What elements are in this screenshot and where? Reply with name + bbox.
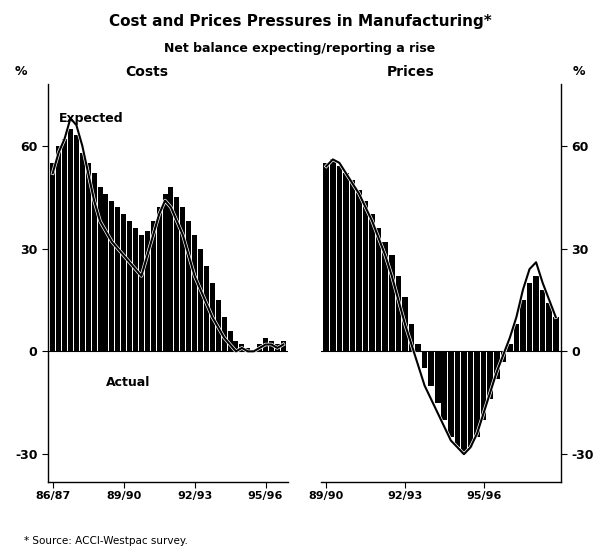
Bar <box>527 283 532 351</box>
Bar <box>210 283 215 351</box>
Bar <box>98 187 103 351</box>
Bar <box>163 194 167 351</box>
Bar <box>350 180 355 351</box>
Bar <box>62 139 67 351</box>
Bar <box>80 152 85 351</box>
Bar <box>281 341 286 351</box>
Bar <box>50 163 55 351</box>
Bar <box>204 265 209 351</box>
Bar <box>356 190 362 351</box>
Text: Expected: Expected <box>59 111 123 125</box>
Bar <box>428 351 434 386</box>
Bar <box>145 231 150 351</box>
Bar <box>442 351 447 420</box>
Text: * Source: ACCI-Westpac survey.: * Source: ACCI-Westpac survey. <box>24 536 188 546</box>
Bar <box>103 194 109 351</box>
Bar <box>56 146 61 351</box>
Bar <box>121 214 126 351</box>
Bar <box>494 351 500 379</box>
Bar <box>175 197 179 351</box>
Bar <box>468 351 473 447</box>
Text: Cost and Prices Pressures in Manufacturing*: Cost and Prices Pressures in Manufacturi… <box>109 14 491 29</box>
Bar <box>151 221 156 351</box>
Bar <box>239 344 244 351</box>
Bar <box>547 304 552 351</box>
Bar <box>109 200 115 351</box>
Bar <box>553 317 559 351</box>
Bar <box>500 351 506 362</box>
Bar <box>139 235 144 351</box>
Bar <box>376 228 382 351</box>
Bar <box>216 300 221 351</box>
Bar <box>422 351 427 368</box>
Bar <box>330 160 335 351</box>
Bar <box>257 344 262 351</box>
Bar <box>115 207 120 351</box>
Bar <box>520 300 526 351</box>
Bar <box>127 221 132 351</box>
Bar <box>409 324 414 351</box>
Bar <box>337 166 342 351</box>
Bar <box>233 341 238 351</box>
Bar <box>192 235 197 351</box>
Bar <box>370 214 375 351</box>
Bar <box>74 136 79 351</box>
Bar <box>275 344 280 351</box>
Bar <box>389 255 395 351</box>
Bar <box>395 276 401 351</box>
Bar <box>455 351 460 447</box>
Text: Net balance expecting/reporting a rise: Net balance expecting/reporting a rise <box>164 42 436 55</box>
Text: %: % <box>572 65 585 78</box>
Text: Prices: Prices <box>387 65 435 79</box>
Bar <box>186 221 191 351</box>
Bar <box>487 351 493 399</box>
Bar <box>533 276 539 351</box>
Bar <box>169 187 173 351</box>
Bar <box>461 351 467 454</box>
Text: %: % <box>15 65 28 78</box>
Bar <box>382 242 388 351</box>
Bar <box>343 173 349 351</box>
Bar <box>269 341 274 351</box>
Bar <box>481 351 487 420</box>
Bar <box>435 351 440 403</box>
Bar <box>448 351 454 437</box>
Bar <box>198 249 203 351</box>
Bar <box>92 173 97 351</box>
Bar <box>133 228 138 351</box>
Bar <box>415 344 421 351</box>
Bar <box>180 207 185 351</box>
Bar <box>507 344 512 351</box>
Text: Costs: Costs <box>125 65 169 79</box>
Bar <box>221 317 227 351</box>
Bar <box>402 296 408 351</box>
Bar <box>323 163 329 351</box>
Bar <box>474 351 480 437</box>
Bar <box>363 200 368 351</box>
Bar <box>514 324 519 351</box>
Bar <box>227 331 233 351</box>
Bar <box>263 338 268 351</box>
Bar <box>68 129 73 351</box>
Bar <box>157 207 161 351</box>
Bar <box>540 290 545 351</box>
Text: Actual: Actual <box>106 376 151 389</box>
Bar <box>86 163 91 351</box>
Bar <box>245 348 250 351</box>
